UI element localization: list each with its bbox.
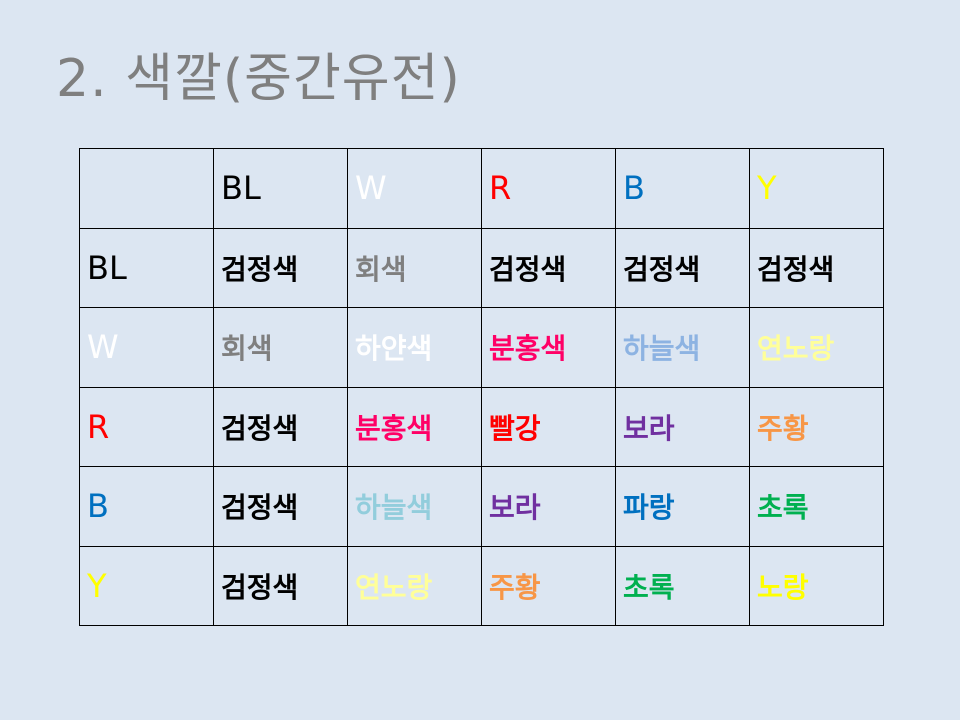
table-row: W 회색 하얀색 분홍색 하늘색 연노랑 <box>79 307 884 388</box>
result-cell: 검정색 <box>749 227 884 308</box>
result-cell: 보라 <box>615 386 750 467</box>
slide-title: 2. 색깔(중간유전) <box>56 49 461 109</box>
result-cell: 하늘색 <box>347 466 482 547</box>
result-cell: 파랑 <box>615 466 750 547</box>
result-cell: 검정색 <box>213 466 348 547</box>
result-cell: 검정색 <box>213 386 348 467</box>
result-cell: 검정색 <box>213 545 348 626</box>
result-cell: 연노랑 <box>749 307 884 388</box>
result-cell: 빨강 <box>481 386 616 467</box>
color-inheritance-table: BL W R B Y BL 검정색 회색 검정색 검정색 검정색 W 회색 하얀색 분홍색 하늘색 연노랑 R 검정… <box>79 148 884 626</box>
result-cell: 분홍색 <box>481 307 616 388</box>
result-cell: 하얀색 <box>347 307 482 388</box>
result-cell: 초록 <box>749 466 884 547</box>
result-cell: 회색 <box>347 227 482 308</box>
column-header-cell: BL <box>213 148 348 229</box>
column-header-cell: W <box>347 148 482 229</box>
result-cell: 검정색 <box>213 227 348 308</box>
row-header-cell: W <box>79 307 214 388</box>
column-header-cell: Y <box>749 148 884 229</box>
result-cell: 하늘색 <box>615 307 750 388</box>
row-header-cell: BL <box>79 227 214 308</box>
table-body: BL W R B Y BL 검정색 회색 검정색 검정색 검정색 W 회색 하얀색 분홍색 하늘색 연노랑 R 검정… <box>79 148 884 626</box>
result-cell: 주황 <box>481 545 616 626</box>
result-cell: 분홍색 <box>347 386 482 467</box>
result-cell: 보라 <box>481 466 616 547</box>
result-cell: 노랑 <box>749 545 884 626</box>
row-header-cell: R <box>79 386 214 467</box>
table-row: R 검정색 분홍색 빨강 보라 주황 <box>79 386 884 467</box>
result-cell: 검정색 <box>481 227 616 308</box>
table-row: B 검정색 하늘색 보라 파랑 초록 <box>79 466 884 547</box>
row-header-cell: Y <box>79 545 214 626</box>
table-row: Y 검정색 연노랑 주황 초록 노랑 <box>79 545 884 626</box>
table-row: BL 검정색 회색 검정색 검정색 검정색 <box>79 227 884 308</box>
column-header-cell: R <box>481 148 616 229</box>
result-cell: 연노랑 <box>347 545 482 626</box>
row-header-cell: B <box>79 466 214 547</box>
result-cell: 회색 <box>213 307 348 388</box>
corner-cell <box>79 148 214 229</box>
table-header-row: BL W R B Y <box>79 148 884 229</box>
result-cell: 주황 <box>749 386 884 467</box>
result-cell: 검정색 <box>615 227 750 308</box>
column-header-cell: B <box>615 148 750 229</box>
result-cell: 초록 <box>615 545 750 626</box>
